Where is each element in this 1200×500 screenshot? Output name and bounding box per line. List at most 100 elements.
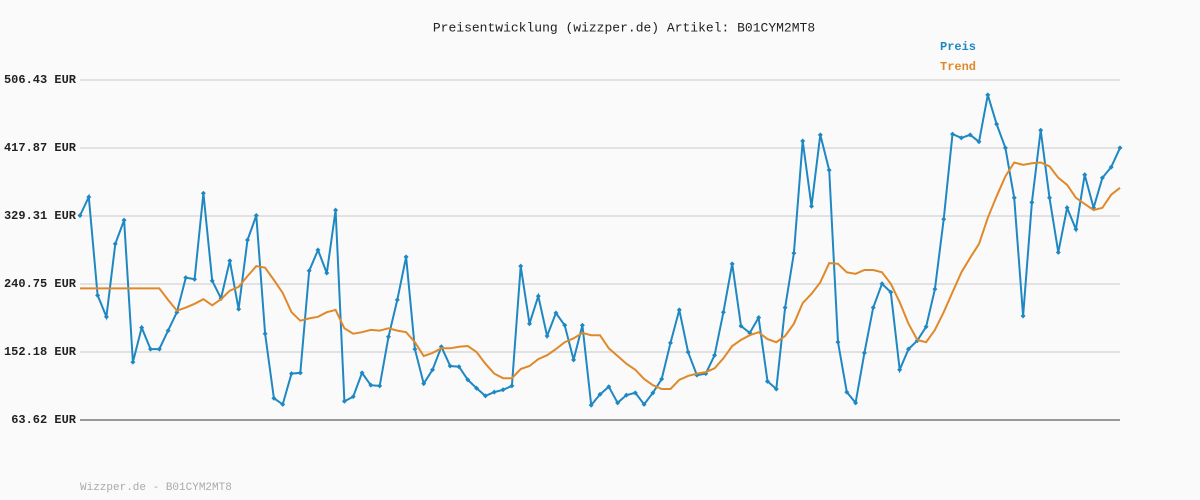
point [324, 270, 330, 276]
point [412, 346, 418, 352]
point [474, 385, 480, 391]
point [333, 207, 339, 213]
point [377, 383, 383, 389]
point [835, 339, 841, 345]
point [139, 325, 145, 331]
point [535, 293, 541, 299]
point [500, 387, 506, 393]
point [350, 394, 356, 400]
point [756, 315, 762, 321]
point [905, 346, 911, 352]
point [782, 305, 788, 311]
point [156, 346, 162, 352]
point [544, 333, 550, 339]
series-line [79, 94, 1121, 408]
point [685, 349, 691, 355]
point [1064, 205, 1070, 211]
point [738, 323, 744, 329]
y-tick-label: 506.43 EUR [4, 73, 77, 87]
point [720, 309, 726, 315]
point [236, 306, 242, 312]
point [879, 281, 885, 287]
point [623, 392, 629, 398]
point [1082, 172, 1088, 178]
point [227, 258, 233, 264]
point [165, 328, 171, 334]
legend-label: Preis [940, 40, 976, 54]
point [844, 389, 850, 395]
point [579, 322, 585, 328]
point [430, 367, 436, 373]
point [888, 289, 894, 295]
point [130, 359, 136, 365]
point [1046, 195, 1052, 201]
point [729, 261, 735, 267]
point [341, 398, 347, 404]
point [861, 350, 867, 356]
point [280, 401, 286, 407]
point [209, 278, 215, 284]
point [897, 367, 903, 373]
point [676, 307, 682, 313]
y-tick-label: 417.87 EUR [4, 141, 77, 155]
point [95, 292, 101, 298]
point [271, 395, 277, 401]
point [958, 135, 964, 141]
point [985, 92, 991, 98]
point [447, 363, 453, 369]
point [200, 190, 206, 196]
point [1073, 226, 1079, 232]
point [491, 389, 497, 395]
point [976, 139, 982, 145]
point [870, 305, 876, 311]
point [826, 167, 832, 173]
point [526, 321, 532, 327]
point [923, 324, 929, 330]
point [315, 247, 321, 253]
point [421, 381, 427, 387]
point [632, 390, 638, 396]
point [103, 314, 109, 320]
legend-label: Trend [940, 60, 976, 74]
point [1099, 175, 1105, 181]
point [262, 331, 268, 337]
point [800, 138, 806, 144]
point [121, 217, 127, 223]
point [853, 400, 859, 406]
point [289, 371, 295, 377]
chart-title: Preisentwicklung (wizzper.de) Artikel: B… [433, 20, 815, 35]
point [1055, 249, 1061, 255]
point [253, 212, 259, 218]
point [297, 370, 303, 376]
point [148, 346, 154, 352]
point [112, 241, 118, 247]
point [562, 322, 568, 328]
point [385, 334, 391, 340]
point [641, 401, 647, 407]
point [615, 400, 621, 406]
point [712, 352, 718, 358]
point [1029, 199, 1035, 205]
point [77, 212, 83, 218]
point [659, 376, 665, 382]
point [518, 263, 524, 269]
point [932, 286, 938, 292]
point [597, 391, 603, 397]
point [244, 237, 250, 243]
y-tick-label: 329.31 EUR [4, 209, 77, 223]
point [941, 216, 947, 222]
y-tick-label: 63.62 EUR [11, 413, 77, 427]
point [1002, 145, 1008, 151]
point [368, 382, 374, 388]
point [809, 203, 815, 209]
y-tick-label: 240.75 EUR [4, 277, 77, 291]
point [403, 254, 409, 260]
point [553, 310, 559, 316]
point [1038, 127, 1044, 133]
point [950, 131, 956, 137]
point [1020, 313, 1026, 319]
point [773, 386, 779, 392]
point [306, 268, 312, 274]
point [791, 250, 797, 256]
